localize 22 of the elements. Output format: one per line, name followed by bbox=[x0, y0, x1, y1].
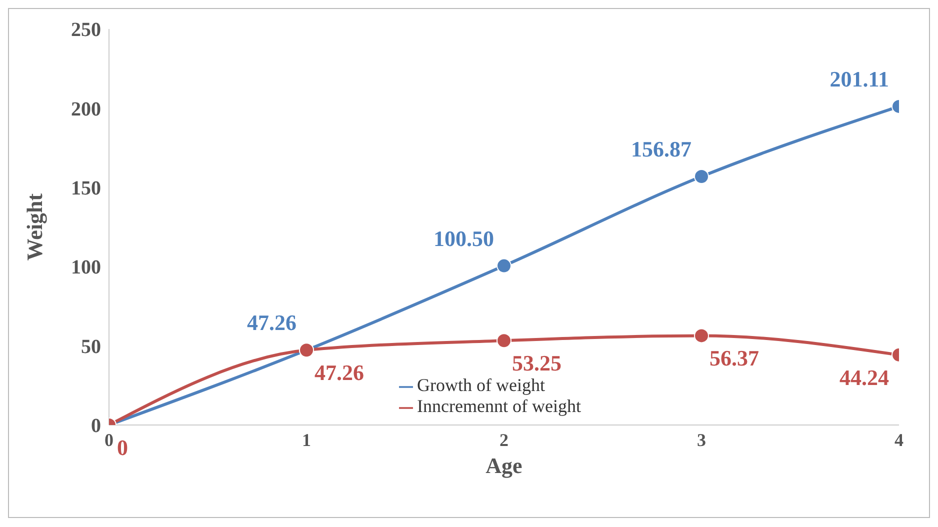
data-label: 53.25 bbox=[512, 350, 562, 376]
legend-label: Inncremennt of weight bbox=[417, 396, 581, 416]
y-tick-label: 50 bbox=[81, 336, 101, 358]
data-label: 44.24 bbox=[840, 364, 889, 390]
x-axis-title: Age bbox=[486, 453, 523, 478]
y-tick-label: 100 bbox=[71, 256, 101, 279]
data-label: 56.37 bbox=[710, 346, 759, 371]
y-axis-title: Weight bbox=[22, 192, 47, 261]
data-label: 100.50 bbox=[434, 226, 494, 251]
x-tick-label: 3 bbox=[697, 430, 706, 450]
x-tick-label: 4 bbox=[894, 430, 904, 450]
x-tick-label: 2 bbox=[500, 430, 508, 450]
y-tick-label: 200 bbox=[71, 98, 101, 120]
y-tick-label: 150 bbox=[71, 178, 101, 200]
legend-label: Growth of weight bbox=[417, 375, 545, 395]
data-label: 47.26 bbox=[314, 360, 364, 386]
x-tick-label: 0 bbox=[104, 430, 114, 450]
data-label: 156.87 bbox=[631, 136, 692, 162]
data-label: 47.26 bbox=[247, 310, 296, 336]
x-tick-label: 1 bbox=[302, 430, 311, 450]
data-label: 201.11 bbox=[830, 66, 889, 92]
y-tick-label: 250 bbox=[71, 19, 101, 42]
